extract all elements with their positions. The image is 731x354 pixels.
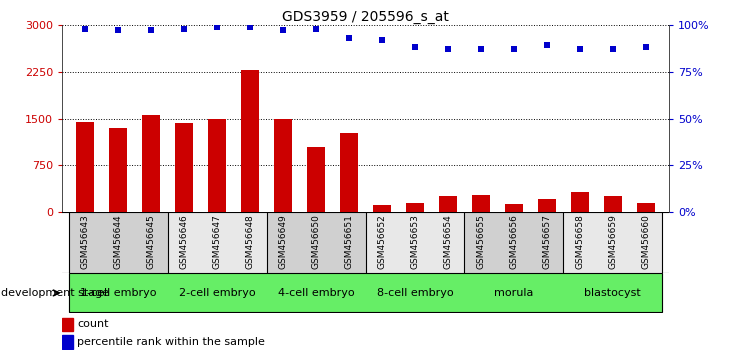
Text: blastocyst: blastocyst [584, 288, 641, 298]
Bar [406, 203, 424, 212]
Point [640, 45, 651, 50]
Bar [439, 196, 457, 212]
Text: percentile rank within the sample: percentile rank within the sample [77, 337, 265, 347]
Bar [596, 212, 629, 273]
Point [178, 26, 190, 32]
Point [211, 24, 223, 29]
FancyBboxPatch shape [267, 273, 366, 313]
Bar [300, 212, 333, 273]
Point [508, 46, 520, 52]
Bar [76, 122, 94, 212]
Bar [637, 203, 655, 212]
Bar [505, 204, 523, 212]
Text: 8-cell embryo: 8-cell embryo [376, 288, 453, 298]
Text: GSM456646: GSM456646 [180, 214, 189, 269]
Bar [571, 192, 589, 212]
Bar [69, 212, 102, 273]
Bar [497, 212, 531, 273]
Text: GSM456655: GSM456655 [477, 214, 485, 269]
Text: GSM456651: GSM456651 [344, 214, 354, 269]
Bar [142, 115, 160, 212]
Point [574, 46, 586, 52]
Bar [241, 70, 260, 212]
Text: GSM456657: GSM456657 [542, 214, 551, 269]
Point [145, 28, 157, 33]
Point [277, 28, 289, 33]
Text: development stage: development stage [1, 288, 109, 298]
Bar [267, 212, 300, 273]
Text: GSM456658: GSM456658 [575, 214, 584, 269]
Point [541, 42, 553, 48]
Text: GSM456659: GSM456659 [608, 214, 617, 269]
Title: GDS3959 / 205596_s_at: GDS3959 / 205596_s_at [282, 10, 449, 24]
Bar [175, 123, 193, 212]
Bar [109, 128, 127, 212]
Bar [538, 199, 556, 212]
Bar [234, 212, 267, 273]
Bar [373, 205, 391, 212]
Point [113, 28, 124, 33]
Point [475, 46, 487, 52]
Point [409, 45, 421, 50]
Bar [398, 212, 431, 273]
Bar [167, 212, 200, 273]
Bar [62, 318, 73, 331]
Bar [564, 212, 596, 273]
Text: GSM456647: GSM456647 [213, 214, 221, 269]
Text: morula: morula [494, 288, 534, 298]
Text: GSM456660: GSM456660 [641, 214, 651, 269]
Bar [102, 212, 135, 273]
FancyBboxPatch shape [167, 273, 267, 313]
Point [376, 37, 388, 42]
Bar [62, 335, 73, 349]
FancyBboxPatch shape [564, 273, 662, 313]
FancyBboxPatch shape [366, 273, 464, 313]
Bar [200, 212, 234, 273]
Text: count: count [77, 319, 109, 329]
Bar [431, 212, 464, 273]
Text: GSM456656: GSM456656 [510, 214, 518, 269]
Text: GSM456650: GSM456650 [311, 214, 320, 269]
FancyBboxPatch shape [69, 273, 167, 313]
Point [80, 26, 91, 32]
Bar [629, 212, 662, 273]
Bar [208, 119, 226, 212]
Point [310, 26, 322, 32]
Text: GSM456652: GSM456652 [377, 214, 387, 269]
Text: GSM456653: GSM456653 [411, 214, 420, 269]
Bar [274, 119, 292, 212]
FancyBboxPatch shape [464, 273, 564, 313]
Point [442, 46, 454, 52]
Text: 4-cell embryo: 4-cell embryo [278, 288, 355, 298]
Point [607, 46, 618, 52]
Bar [307, 147, 325, 212]
Bar [464, 212, 497, 273]
Bar [604, 196, 622, 212]
Bar [333, 212, 366, 273]
Bar [531, 212, 564, 273]
Text: GSM456654: GSM456654 [444, 214, 452, 269]
Text: GSM456645: GSM456645 [147, 214, 156, 269]
Text: GSM456644: GSM456644 [114, 214, 123, 269]
Bar [366, 212, 398, 273]
Text: 1-cell embryo: 1-cell embryo [80, 288, 156, 298]
Text: GSM456648: GSM456648 [246, 214, 254, 269]
Bar [471, 195, 490, 212]
Text: GSM456649: GSM456649 [279, 214, 287, 269]
Text: GSM456643: GSM456643 [80, 214, 90, 269]
Point [343, 35, 355, 41]
Bar [340, 133, 358, 212]
Bar [135, 212, 167, 273]
Point [244, 24, 256, 29]
Text: 2-cell embryo: 2-cell embryo [179, 288, 255, 298]
